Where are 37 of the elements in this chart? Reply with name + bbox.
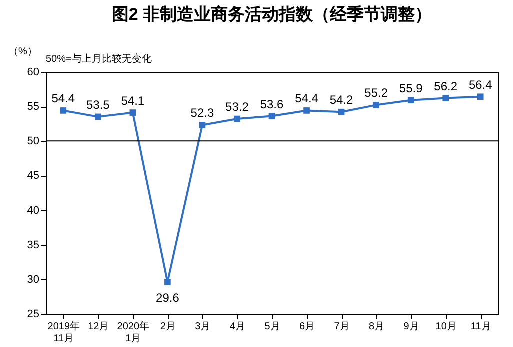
x-tick-label: 6月 xyxy=(299,322,316,332)
data-label: 54.4 xyxy=(295,92,319,106)
y-axis-title: （%） xyxy=(8,46,38,58)
x-tick-label: 2019年 11月 xyxy=(48,320,80,344)
y-tick-label: 40 xyxy=(27,204,40,217)
x-tick-label: 8月 xyxy=(369,322,385,332)
x-tick-label: 12月 xyxy=(88,322,110,332)
y-tick-label: 25 xyxy=(27,308,40,320)
x-tick-label: 2020年 1月 xyxy=(117,320,150,344)
y-tick-label: 50 xyxy=(27,136,40,148)
x-tick-label: 11月 xyxy=(470,322,492,332)
data-label: 56.2 xyxy=(434,79,458,94)
y-tick-label: 45 xyxy=(27,170,40,182)
y-tick-label: 60 xyxy=(27,66,40,78)
x-tick-label: 4月 xyxy=(230,322,246,332)
y-tick-label: 30 xyxy=(27,274,40,286)
x-tick-label: 7月 xyxy=(334,322,350,332)
data-label: 29.6 xyxy=(156,291,180,306)
y-tick-label: 35 xyxy=(27,239,40,252)
x-tick-label: 10月 xyxy=(436,322,457,332)
x-tick-label: 3月 xyxy=(195,322,211,332)
y-tick-label: 55 xyxy=(27,101,40,114)
data-label: 53.2 xyxy=(226,100,250,114)
chart-title: 图2 非制造业商务活动指数（经季节调整） xyxy=(112,5,432,24)
x-tick-label: 9月 xyxy=(404,322,420,332)
x-tick-label: 2月 xyxy=(160,322,176,332)
text: 50%=与上月比较无变化 xyxy=(46,53,152,65)
data-label: 54.4 xyxy=(52,92,76,106)
data-label: 55.2 xyxy=(364,86,388,100)
data-label: 55.9 xyxy=(399,81,424,96)
data-label: 56.4 xyxy=(468,78,493,92)
data-label: 52.3 xyxy=(190,106,214,120)
data-label: 53.5 xyxy=(86,98,110,112)
x-tick-label: 5月 xyxy=(264,322,280,332)
data-label: 54.1 xyxy=(121,94,145,108)
data-label: 54.2 xyxy=(330,93,354,108)
data-label: 53.6 xyxy=(260,97,284,112)
